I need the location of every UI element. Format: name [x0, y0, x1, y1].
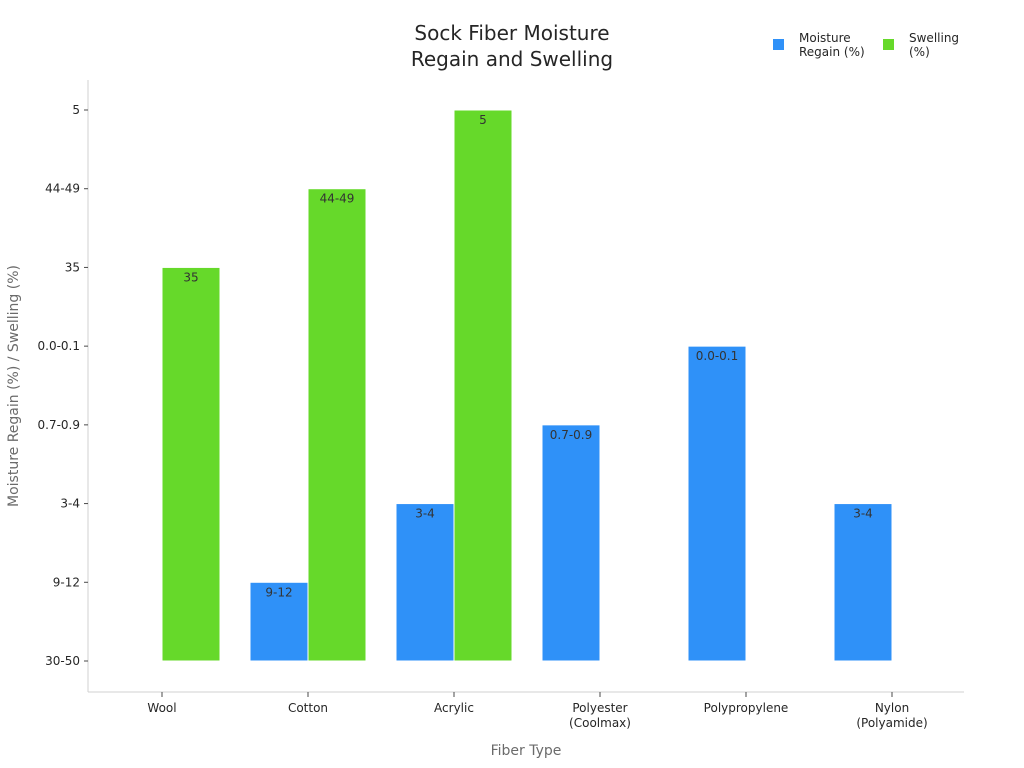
- bar-value-label: 3-4: [853, 507, 873, 521]
- legend-label: Swelling (%): [909, 31, 959, 59]
- bar-value-label: 5: [479, 113, 487, 127]
- x-axis-ticks: Wool Cotton Acrylic Polyester (Coolmax) Polyp…: [147, 692, 928, 730]
- legend-swatch: [883, 39, 894, 50]
- legend-label: Moisture Regain (%): [799, 31, 865, 59]
- bar-swelling: [307, 188, 367, 662]
- x-tick-label: Acrylic: [434, 701, 474, 715]
- y-tick-label: 0.0-0.1: [38, 339, 81, 353]
- bar-value-label: 9-12: [265, 585, 292, 599]
- x-tick-label: Wool: [147, 701, 176, 715]
- data-labels: 35 9-12 44-49 3-4 5 0.7-0.9 0.0-0.1 3-4: [183, 113, 872, 599]
- x-tick-label: Polyester (Coolmax): [569, 701, 631, 730]
- chart-title-line: Regain and Swelling: [411, 47, 613, 71]
- y-tick-label: 35: [65, 260, 80, 274]
- y-tick-label: 30-50: [45, 654, 80, 668]
- bar-value-label: 0.7-0.9: [550, 428, 593, 442]
- bar-moisture-regain: [249, 581, 309, 662]
- bar-moisture-regain: [833, 503, 893, 662]
- bar-value-label: 44-49: [320, 192, 355, 206]
- y-tick-label: 9-12: [53, 575, 80, 589]
- x-tick-label: Cotton: [288, 701, 328, 715]
- bar-value-label: 35: [183, 270, 198, 284]
- y-tick-label: 5: [72, 103, 80, 117]
- chart-title-line: Sock Fiber Moisture: [414, 21, 609, 45]
- bar-value-label: 3-4: [415, 507, 435, 521]
- x-axis-label: Fiber Type: [491, 743, 562, 759]
- y-tick-label: 44-49: [45, 182, 80, 196]
- bar-swelling: [161, 266, 221, 662]
- legend-swatch: [773, 39, 784, 50]
- y-axis-ticks: 30-50 9-12 3-4 0.7-0.9 0.0-0.1 35 44-49 5: [38, 103, 88, 668]
- bar-swelling: [453, 109, 513, 662]
- y-tick-label: 0.7-0.9: [38, 418, 81, 432]
- bar-moisture-regain: [687, 345, 747, 662]
- bar-value-label: 0.0-0.1: [696, 349, 739, 363]
- y-axis-label: Moisture Regain (%) / Swelling (%): [6, 265, 22, 507]
- bar-moisture-regain: [395, 503, 455, 662]
- legend: Moisture Regain (%) Swelling (%): [773, 31, 959, 59]
- bar-moisture-regain: [541, 424, 601, 662]
- x-tick-label: Polypropylene: [704, 701, 789, 715]
- y-tick-label: 3-4: [60, 497, 80, 511]
- bars: [161, 109, 893, 662]
- x-tick-label: Nylon (Polyamide): [856, 701, 927, 730]
